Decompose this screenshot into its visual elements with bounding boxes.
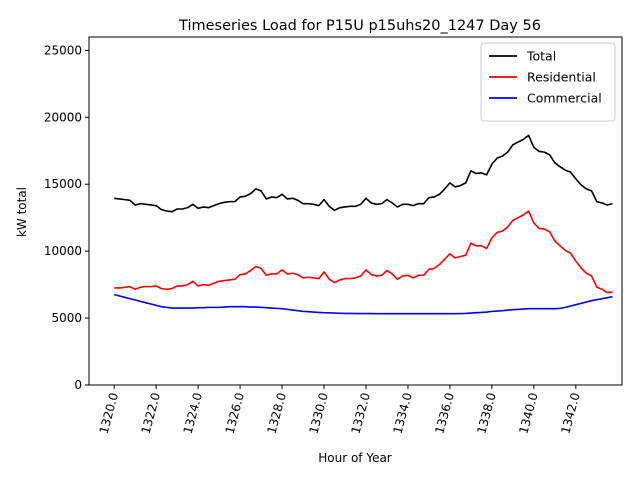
x-tick-label: 1336.0 bbox=[432, 391, 456, 435]
x-tick-label: 1324.0 bbox=[181, 391, 205, 435]
y-tick-label: 15000 bbox=[44, 177, 82, 191]
series-line-total bbox=[114, 134, 613, 213]
chart-title: Timeseries Load for P15U p15uhs20_1247 D… bbox=[178, 18, 541, 34]
x-tick-label: 1342.0 bbox=[558, 391, 582, 435]
y-axis: 0 5000 10000 15000 20000 25000 bbox=[44, 43, 89, 392]
legend-box bbox=[480, 42, 616, 122]
x-tick-label: 1328.0 bbox=[265, 391, 289, 435]
y-axis-label: kW total bbox=[15, 187, 29, 237]
x-tick-label: 1326.0 bbox=[223, 391, 247, 435]
x-tick-label: 1332.0 bbox=[348, 391, 372, 435]
x-tick-label: 1340.0 bbox=[516, 391, 540, 435]
x-tick-label: 1330.0 bbox=[307, 391, 331, 435]
y-tick-label: 5000 bbox=[51, 311, 82, 325]
legend: Total Residential Commercial bbox=[480, 42, 616, 122]
x-tick-label: 1322.0 bbox=[139, 391, 163, 435]
x-tick-label: 1334.0 bbox=[390, 391, 414, 435]
legend-label: Total bbox=[526, 49, 556, 64]
x-tick-label: 1338.0 bbox=[474, 391, 498, 435]
y-tick-label: 10000 bbox=[44, 244, 82, 258]
series-line-commercial bbox=[113, 293, 613, 315]
plot-frame bbox=[88, 36, 623, 386]
x-axis-label: Hour of Year bbox=[318, 451, 392, 465]
x-tick-label: 1320.0 bbox=[97, 391, 121, 435]
legend-label: Residential bbox=[527, 70, 596, 85]
y-tick-label: 20000 bbox=[44, 110, 82, 124]
legend-label: Commercial bbox=[527, 91, 602, 106]
x-axis: 1320.0 1322.0 1324.0 1326.0 1328.0 1330.0 1332… bbox=[97, 385, 583, 435]
series-line-residential bbox=[114, 210, 613, 294]
y-tick-label: 25000 bbox=[44, 43, 82, 57]
series-layer bbox=[113, 134, 613, 315]
y-tick-label: 0 bbox=[74, 378, 82, 392]
